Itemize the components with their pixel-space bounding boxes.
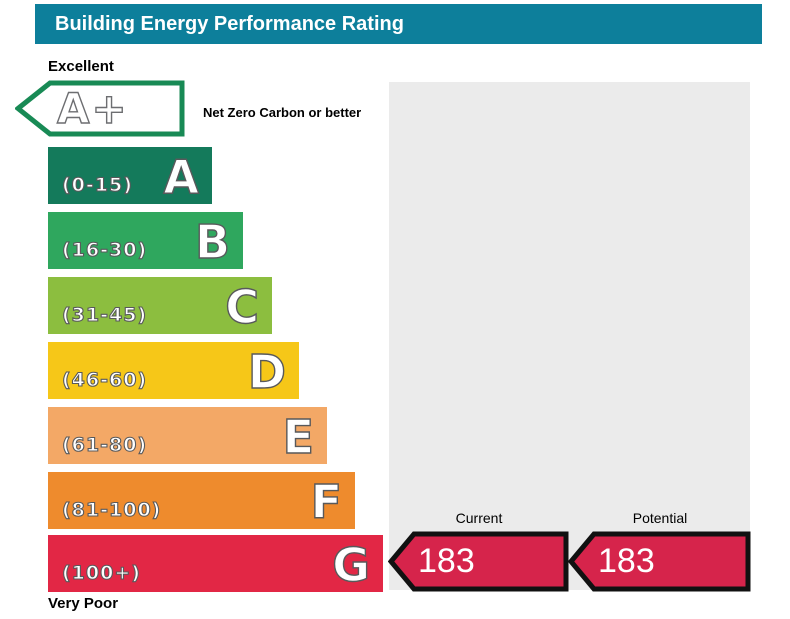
band-range: (81-100) xyxy=(61,498,162,521)
band-range: (61-80) xyxy=(61,433,148,456)
band-range: (31-45) xyxy=(61,303,148,326)
chart-header: Building Energy Performance Rating xyxy=(35,4,762,44)
band-letter: D xyxy=(247,345,287,399)
band-row-g: (100+) G xyxy=(48,535,383,592)
band-row-aplus: A+ xyxy=(15,80,185,137)
potential-rating-value: 183 xyxy=(598,542,655,580)
band-letter: A xyxy=(163,150,200,204)
current-column-label: Current xyxy=(455,510,503,526)
band-letter: G xyxy=(332,538,371,592)
potential-arrow-shape xyxy=(568,531,751,592)
band-row-b: (16-30) B xyxy=(48,212,243,269)
band-range: (0-15) xyxy=(61,173,133,196)
band-letter: C xyxy=(225,280,260,334)
band-letter: F xyxy=(310,475,343,529)
current-arrow-shape xyxy=(388,531,569,592)
aplus-arrow-shape xyxy=(15,80,185,137)
potential-column-label: Potential xyxy=(632,510,688,526)
band-letter: B xyxy=(194,215,230,269)
band-range: (16-30) xyxy=(61,238,148,261)
current-rating-pointer: 183 xyxy=(388,531,569,592)
band-row-a: (0-15) A xyxy=(48,147,212,204)
band-letter-aplus: A+ xyxy=(56,83,129,133)
ratings-panel-background xyxy=(389,82,750,590)
band-row-c: (31-45) C xyxy=(48,277,272,334)
potential-rating-pointer: 183 xyxy=(568,531,751,592)
band-range: (100+) xyxy=(61,561,141,584)
band-row-e: (61-80) E xyxy=(48,407,327,464)
page-title: Building Energy Performance Rating xyxy=(55,12,404,35)
band-range: (46-60) xyxy=(61,368,148,391)
scale-top-label: Excellent xyxy=(48,58,114,75)
band-letter: E xyxy=(282,410,315,464)
band-row-f: (81-100) F xyxy=(48,472,355,529)
band-row-d: (46-60) D xyxy=(48,342,299,399)
aplus-description: Net Zero Carbon or better xyxy=(203,105,362,120)
scale-bottom-label: Very Poor xyxy=(48,595,119,612)
current-rating-value: 183 xyxy=(418,542,475,580)
